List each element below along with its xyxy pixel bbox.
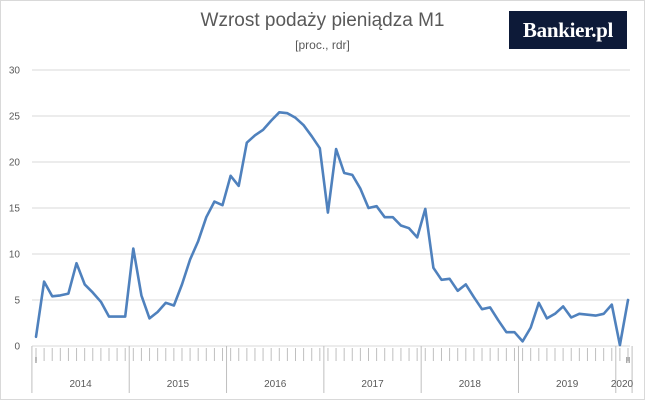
y-tick-label: 25 <box>9 112 21 123</box>
y-tick-label: 15 <box>9 204 21 215</box>
x-year-label: 2016 <box>264 379 287 390</box>
x-year-label: 2018 <box>459 379 482 390</box>
x-year-label: 2014 <box>69 379 92 390</box>
logo-text: Bankier.pl <box>522 17 614 42</box>
x-year-label: 2020 <box>611 379 634 390</box>
y-tick-label: 30 <box>9 66 21 77</box>
y-tick-label: 5 <box>14 296 20 307</box>
bankier-logo: Bankier.pl <box>509 11 627 49</box>
x-year-label: 2019 <box>556 379 579 390</box>
month-marker-label: I <box>35 356 37 365</box>
y-tick-label: 0 <box>14 342 20 353</box>
y-tick-label: 20 <box>9 158 21 169</box>
x-year-label: 2015 <box>167 379 190 390</box>
series-line <box>34 111 630 347</box>
y-tick-label: 10 <box>9 250 21 261</box>
chart-title: Wzrost podaży pieniądza M1 <box>200 10 445 31</box>
chart-subtitle: [proc., rdr] <box>295 38 350 52</box>
x-year-label: 2017 <box>361 379 384 390</box>
month-marker-label: II <box>626 356 630 365</box>
